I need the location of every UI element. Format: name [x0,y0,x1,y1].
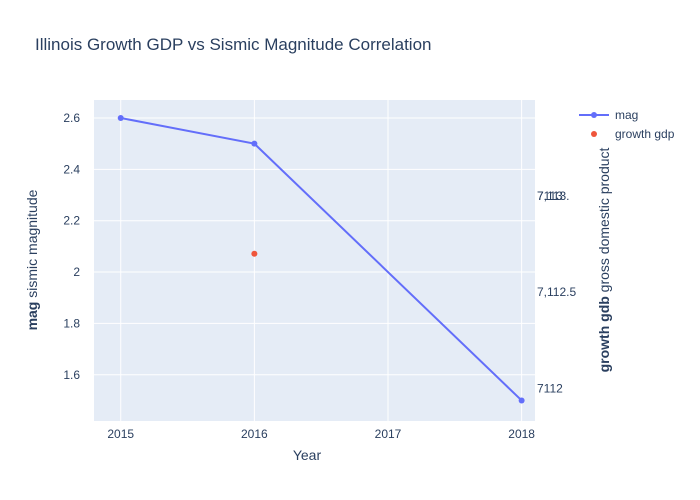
legend[interactable]: mag growth gdp [579,108,675,141]
y2-tick-label: 7113 [537,189,563,203]
x-tick-label: 2018 [508,427,535,441]
y-tick-label: 2 [73,265,80,279]
y-tick-label: 1.8 [63,316,80,330]
y-axis-title: mag sismic magnitude [24,189,40,330]
y-tick-label: 2.4 [63,162,80,176]
y2-tick-label: 7,112.5 [537,285,576,299]
y2-axis-title-rest: gross domestic product [596,147,612,296]
data-point-mag [117,114,124,121]
grid-lines [94,100,535,421]
y-axis-title-bold: mag [24,302,40,331]
x-tick-label: 2015 [107,427,134,441]
legend-label: mag [615,108,638,122]
chart-title: Illinois Growth GDP vs Sismic Magnitude … [35,35,432,54]
y-tick-label: 2.6 [63,111,80,125]
x-axis-title: Year [293,447,322,463]
tick-labels: 2015 2016 2017 2018 1.6 1.8 2 2.2 2.4 2.6 7112 7,11… [63,111,576,441]
x-tick-label: 2017 [375,427,402,441]
data-point-mag [518,397,525,404]
legend-item-growth-gdp[interactable]: growth gdp [591,127,675,141]
y-axis-title-rest: sismic magnitude [24,189,40,301]
y-tick-label: 2.2 [63,214,80,228]
y2-tick-label: 7,113. [537,189,569,203]
legend-swatch-marker [591,131,597,137]
y2-tick-label: 7112 [537,381,563,395]
plot-area [94,100,535,421]
series-layer [117,114,525,404]
x-tick-label: 2016 [241,427,268,441]
legend-swatch-marker [591,112,597,118]
data-point-growth-gdp [251,250,258,257]
legend-item-mag[interactable]: mag [579,108,638,122]
data-point-mag [251,140,258,147]
legend-label: growth gdp [615,127,675,141]
y2-axis-title-bold: growth gdb [596,296,612,372]
y2-axis-title: growth gdb gross domestic product [596,147,612,372]
y-tick-label: 1.6 [63,368,80,382]
